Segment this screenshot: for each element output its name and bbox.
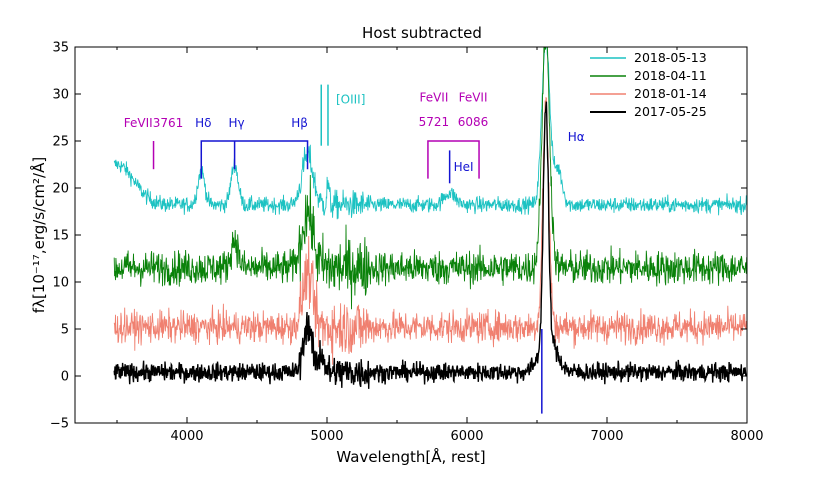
x-tick-label: 7000 bbox=[590, 429, 623, 444]
series-line-2018-05-13 bbox=[113, 47, 747, 220]
y-tick-label: 15 bbox=[52, 229, 69, 244]
annotation-label: FeVII bbox=[419, 91, 448, 105]
x-tick-label: 4000 bbox=[170, 429, 203, 444]
legend-label: 2017-05-25 bbox=[634, 104, 707, 119]
y-tick-label: 5 bbox=[61, 323, 69, 338]
series-line-2018-01-14 bbox=[113, 96, 747, 365]
y-tick-label: 0 bbox=[61, 370, 69, 385]
balmer-bracket bbox=[200, 140, 309, 179]
series-layer bbox=[113, 47, 747, 389]
annotation-label: Hα bbox=[568, 130, 585, 144]
annotation-layer: FeVII3761 Hδ Hγ Hβ [OIII] FeVII 5721 FeVII 6086 H… bbox=[124, 84, 585, 414]
y-tick-label: 20 bbox=[52, 182, 69, 197]
annotation-label: HeI bbox=[454, 160, 474, 174]
legend-label: 2018-05-13 bbox=[634, 50, 707, 65]
legend-label: 2018-01-14 bbox=[634, 86, 707, 101]
annotation-label: 5721 bbox=[419, 115, 450, 129]
annotation-label: Hγ bbox=[229, 116, 245, 130]
x-tick-label: 5000 bbox=[310, 429, 343, 444]
legend-label: 2018-04-11 bbox=[634, 68, 707, 83]
annotation-label: Hβ bbox=[291, 116, 308, 130]
annotation-label: [OIII] bbox=[336, 92, 365, 106]
annotation-label: 6086 bbox=[458, 115, 489, 129]
annotation-label: FeVII bbox=[459, 91, 488, 105]
x-axis-title: Wavelength[Å, rest] bbox=[336, 447, 485, 466]
y-tick-label: 25 bbox=[52, 135, 69, 150]
tick-layer: 4000 5000 6000 7000 8000 −5 0 5 10 15 20 25 30 35 bbox=[50, 41, 764, 445]
y-axis-title: fλ[10⁻¹⁷,erg/s/cm²/Å] bbox=[29, 157, 48, 313]
x-tick-label: 8000 bbox=[730, 429, 763, 444]
annotation-label: FeVII3761 bbox=[124, 116, 183, 130]
x-tick-label: 6000 bbox=[450, 429, 483, 444]
legend: 2018-05-13 2018-04-11 2018-01-14 2017-05-25 bbox=[590, 50, 707, 119]
fevii-bracket bbox=[427, 140, 480, 179]
y-tick-label: −5 bbox=[50, 417, 69, 432]
y-tick-label: 30 bbox=[52, 88, 69, 103]
y-tick-label: 10 bbox=[52, 276, 69, 291]
series-line-2018-04-11 bbox=[113, 47, 747, 310]
annotation-label: Hδ bbox=[195, 116, 211, 130]
series-line-2017-05-25 bbox=[113, 101, 747, 389]
chart-title: Host subtracted bbox=[362, 24, 482, 42]
y-tick-label: 35 bbox=[52, 41, 69, 56]
